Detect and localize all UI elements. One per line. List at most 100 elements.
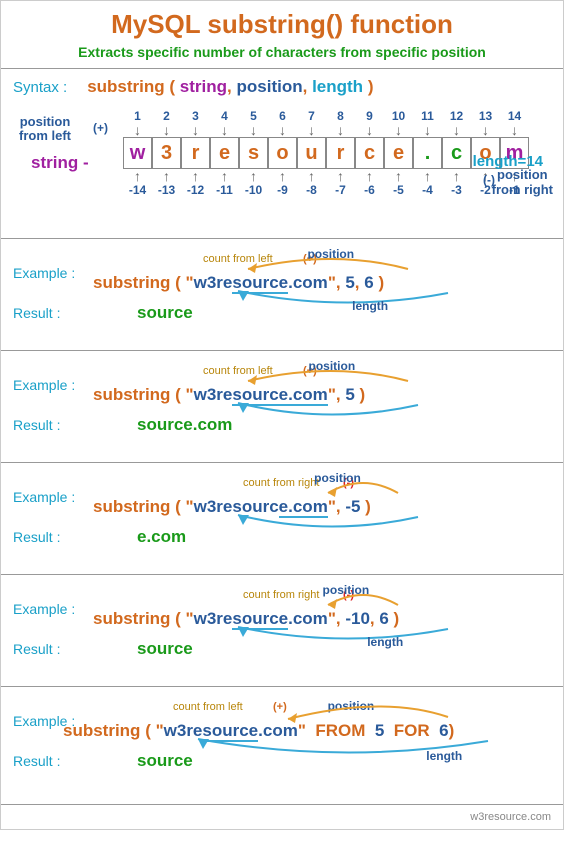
neg-pos-num: -5: [384, 183, 413, 197]
result-value: source.com: [137, 415, 232, 435]
example-label: Example :: [13, 251, 83, 281]
pos-right-label: positionfrom right: [492, 168, 553, 197]
down-arrow-icon: ↓: [123, 123, 152, 137]
down-arrow-icon: ↓: [355, 123, 384, 137]
char-cell: c: [442, 137, 471, 169]
count-hint: count from left: [173, 701, 243, 713]
count-hint: count from left: [203, 253, 273, 265]
position-tag: position: [307, 247, 354, 261]
result-label: Result :: [13, 529, 83, 545]
neg-pos-num: -11: [210, 183, 239, 197]
sign-hint: (+): [273, 701, 287, 713]
down-arrow-icon: ↓: [239, 123, 268, 137]
up-arrow-icon: ↑: [413, 169, 442, 183]
result-label: Result :: [13, 305, 83, 321]
count-hint: count from left: [203, 365, 273, 377]
len-num: 6: [439, 721, 448, 740]
down-arrow-icon: ↓: [210, 123, 239, 137]
comma: ,: [303, 77, 308, 96]
neg-pos-num: -9: [268, 183, 297, 197]
up-arrow-icon: ↑: [239, 169, 268, 183]
down-arrow-icon: ↓: [152, 123, 181, 137]
down-arrow-icon: ↓: [442, 123, 471, 137]
down-arrow-icon: ↓: [181, 123, 210, 137]
result-label: Result :: [13, 641, 83, 657]
from-kw: FROM: [315, 721, 365, 740]
neg-pos-num: -14: [123, 183, 152, 197]
down-arrow-icon: ↓: [326, 123, 355, 137]
neg-pos-num: -4: [413, 183, 442, 197]
string-label: string -: [31, 153, 89, 173]
pos-num: 4: [210, 109, 239, 123]
str: w3resource.com: [164, 721, 298, 742]
close-paren: ): [449, 721, 455, 740]
neg-pos-num: -6: [355, 183, 384, 197]
neg-pos-num: -8: [297, 183, 326, 197]
result-value: source: [137, 639, 193, 659]
pos-num: 10: [384, 109, 413, 123]
position-tag: position: [328, 699, 375, 713]
down-arrow-icon: ↓: [500, 123, 529, 137]
pos-num: 13: [471, 109, 500, 123]
position-tag: position: [309, 359, 356, 373]
count-hint: count from right: [243, 477, 319, 489]
example-label: Example :: [13, 363, 83, 393]
result-label: Result :: [13, 417, 83, 433]
example-call: count from left (+) position substring (…: [63, 699, 454, 741]
arg-string: string: [180, 77, 227, 96]
arg-position: position: [237, 77, 303, 96]
pos-num: 1: [123, 109, 152, 123]
close-q: ": [298, 721, 306, 740]
infographic-container: MySQL substring() function Extracts spec…: [0, 0, 564, 830]
example-label: Example :: [13, 587, 83, 617]
up-arrow-icon: ↑: [384, 169, 413, 183]
char-cell: .: [413, 137, 442, 169]
example-call: count from right (-) position substring …: [93, 587, 399, 629]
syntax-label: Syntax :: [13, 79, 67, 96]
example-call: count from left (+) position substring (…: [93, 363, 365, 405]
up-arrow-icon: ↑: [268, 169, 297, 183]
result-value: source: [137, 303, 193, 323]
down-arrow-icon: ↓: [413, 123, 442, 137]
plus-sign: (+): [93, 121, 108, 135]
example-section-2: Example : count from left (+) position s…: [1, 350, 563, 462]
position-tag: position: [323, 583, 370, 597]
pos-num: 7: [297, 109, 326, 123]
up-arrow-icon: ↑: [210, 169, 239, 183]
pos-num: 9: [355, 109, 384, 123]
down-arrow-icon: ↓: [384, 123, 413, 137]
char-cell: e: [384, 137, 413, 169]
length-tag: length: [426, 749, 462, 763]
down-arrow-icon: ↓: [268, 123, 297, 137]
for-kw: FOR: [394, 721, 430, 740]
main-title: MySQL substring() function: [1, 1, 563, 44]
fn: substring: [63, 721, 140, 740]
up-arrow-icon: ↑: [326, 169, 355, 183]
comma: ,: [227, 77, 232, 96]
down-arrow-icon: ↓: [471, 123, 500, 137]
arg-length: length: [312, 77, 363, 96]
example-section-1: Example : count from left (+) position s…: [1, 238, 563, 350]
top-arrows: ↓↓↓↓↓↓↓↓↓↓↓↓↓↓: [123, 123, 551, 137]
pos-num: 5: [375, 721, 384, 740]
footer-credit: w3resource.com: [1, 804, 563, 829]
char-cell: 3: [152, 137, 181, 169]
string-diagram: positionfrom left (+) 123456789101112131…: [13, 103, 551, 203]
char-cell: o: [268, 137, 297, 169]
up-arrow-icon: ↑: [152, 169, 181, 183]
pos-num: 2: [152, 109, 181, 123]
example-call: count from left (+) position substring (…: [93, 251, 384, 293]
char-cell: c: [355, 137, 384, 169]
char-cell: r: [181, 137, 210, 169]
down-arrow-icon: ↓: [297, 123, 326, 137]
pos-num: 11: [413, 109, 442, 123]
pos-num: 8: [326, 109, 355, 123]
pos-num: 12: [442, 109, 471, 123]
count-hint: count from right: [243, 589, 319, 601]
pos-num: 3: [181, 109, 210, 123]
up-arrow-icon: ↑: [442, 169, 471, 183]
up-arrow-icon: ↑: [297, 169, 326, 183]
pos-num: 6: [268, 109, 297, 123]
paren: ( ": [145, 721, 163, 740]
up-arrow-icon: ↑: [181, 169, 210, 183]
